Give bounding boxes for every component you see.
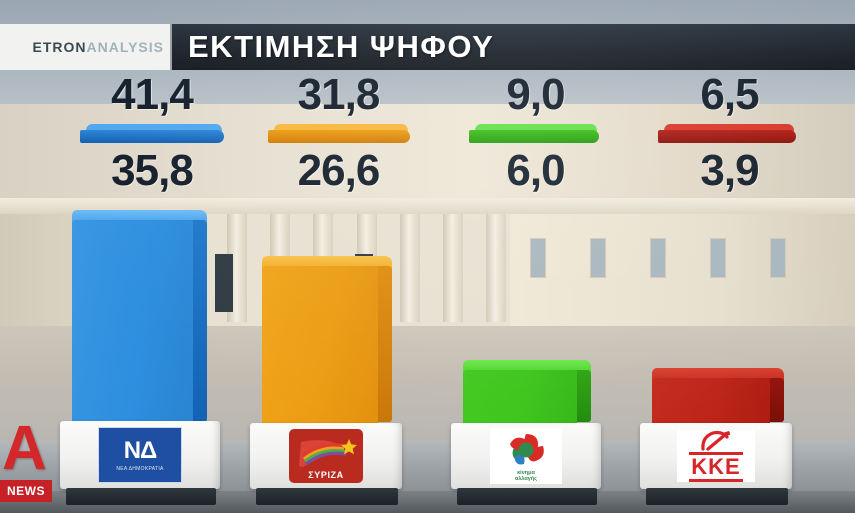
value-estimate-syriza: 31,8 [297,70,381,119]
pedestal-syriza: ΣΥΡΙΖΑ [250,423,402,489]
parliament-cornice [0,198,855,214]
sliver-top-face [664,124,794,132]
chart-column-kke: 6,5 3,9 [632,70,827,513]
party-logo-nd-mark: ΝΔ [123,436,158,464]
sliver-top-face [86,124,222,132]
window [710,238,726,278]
party-logo-nd-subtitle: ΝΕΑ ΔΗΜΟΚΡΑΤΙΑ [116,465,164,472]
bar-side-face [577,370,591,422]
party-logo-line-1: κίνημα [517,469,535,476]
chart-column-syriza: 31,8 26,6 [246,70,431,513]
sliver-front-face [469,130,599,143]
bar-side-face [193,220,207,422]
base-kke [646,488,788,505]
pollster-logo: ETRONANALYSIS [0,24,172,70]
column [399,214,420,322]
bar-front-face [72,220,193,428]
parliament-right-wing [510,214,855,334]
lower-window-row [530,238,786,278]
bar-kke [652,368,784,428]
channel-watermark: A NEWS [0,418,56,513]
estimate-sliver-nd [80,124,224,143]
sliver-front-face [268,130,410,143]
poll-chart: 41,4 35,8 ΝΔ ΝΕΑ ΔΗΜΟΚΡΑΤΙΑ [0,70,855,513]
pollster-logo-light: ANALYSIS [86,39,164,55]
party-logo-kke-mark: KKE [689,452,743,482]
pollster-logo-main: ETRON [32,39,87,55]
value-estimate-kke: 6,5 [700,70,759,119]
column [485,214,506,322]
pedestal-nd: ΝΔ ΝΕΑ ΔΗΜΟΚΡΑΤΙΑ [60,421,220,489]
chart-column-nd: 41,4 35,8 ΝΔ ΝΕΑ ΔΗΜΟΚΡΑΤΙΑ [52,70,252,513]
parliament-doorway [215,254,233,312]
estimate-sliver-syriza [268,124,410,143]
window [650,238,666,278]
chart-column-kinima-allagis: 9,0 6,0 [443,70,628,513]
hammer-and-sickle-icon [701,430,731,451]
sliver-top-face [274,124,408,132]
value-intention-kke: 3,9 [700,146,759,195]
title-bar: ETRONANALYSIS ΕΚΤΙΜΗΣΗ ΨΗΦΟΥ [0,24,855,70]
sliver-front-face [80,130,224,143]
base-syriza [256,488,398,505]
value-intention-kinima-allagis: 6,0 [506,146,565,195]
base-kinima-allagis [457,488,597,505]
party-logo-syriza: ΣΥΡΙΖΑ [283,427,369,485]
sliver-top-face [475,124,597,132]
value-intention-nd: 35,8 [111,146,194,195]
bar-front-face [262,266,378,428]
bar-front-face [463,370,577,428]
page-title: ΕΚΤΙΜΗΣΗ ΨΗΦΟΥ [188,29,495,64]
channel-news-badge: NEWS [0,480,52,502]
base-nd [66,488,216,505]
party-logo-syriza-name: ΣΥΡΙΖΑ [308,470,344,480]
kinima-allagis-flower-icon [510,433,544,465]
value-estimate-nd: 41,4 [111,70,194,119]
pedestal-kke: KKE [640,423,792,489]
window [590,238,606,278]
pedestal-kinima-allagis: κίνημα αλλαγής [451,423,601,489]
bar-side-face [770,378,784,422]
value-estimate-kinima-allagis: 9,0 [506,70,565,119]
syriza-flag-icon [299,439,357,467]
party-logo-line-2: αλλαγής [514,476,538,482]
bar-side-face [378,266,392,422]
party-logo-kinima-allagis: κίνημα αλλαγής [483,427,569,485]
estimate-sliver-kke [658,124,796,143]
column [442,214,463,322]
value-intention-syriza: 26,6 [297,146,381,195]
sliver-front-face [658,130,796,143]
window [770,238,786,278]
party-logo-nd: ΝΔ ΝΕΑ ΔΗΜΟΚΡΑΤΙΑ [97,426,183,484]
channel-logo-letter: A [2,414,47,483]
pollster-logo-text: ETRONANALYSIS [32,39,164,55]
bar-nd [72,210,207,428]
bar-kinima-allagis [463,360,591,428]
bar-front-face [652,378,770,428]
estimate-sliver-kinima-allagis [469,124,599,143]
party-logo-kinima-allagis-subtitle: κίνημα αλλαγής [515,470,537,483]
bar-syriza [262,256,392,428]
party-logo-kke: KKE [673,427,759,485]
window [530,238,546,278]
